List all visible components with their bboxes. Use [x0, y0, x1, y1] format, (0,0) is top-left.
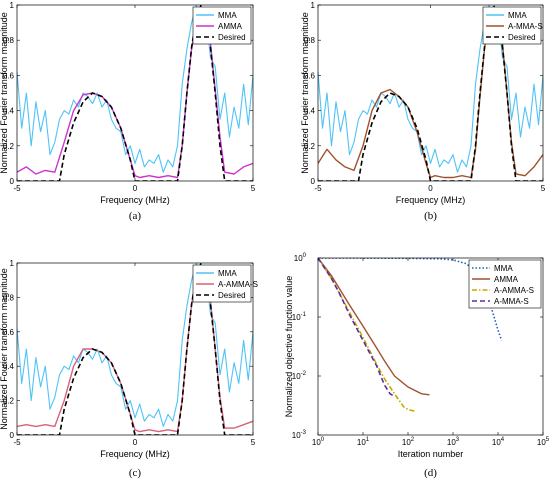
x-axis-label: Iteration number: [398, 449, 464, 459]
x-axis-label: Frequency (MHz): [100, 195, 170, 205]
series-group: [318, 258, 503, 413]
y-tick-label: 0.6: [3, 71, 15, 80]
legend-entry: AMMA: [494, 275, 519, 284]
legend-entry: Desired: [508, 33, 536, 42]
y-tick-label: 1: [10, 1, 15, 10]
y-tick-label: 1: [10, 259, 15, 268]
y-tick-label: 0.6: [3, 328, 15, 337]
y-tick-label: 100: [294, 253, 307, 263]
x-tick-label: -5: [13, 438, 21, 447]
y-tick-label: 0.4: [3, 362, 15, 371]
legend-entry: AMMA: [218, 22, 243, 31]
series-line-desired: [318, 5, 543, 181]
legend-entry: MMA: [494, 264, 513, 273]
y-tick-label: 0.4: [3, 107, 15, 116]
legend: MMA AMMA A-AMMA-S A-MMA-S: [468, 259, 542, 309]
x-tick-label: 5: [251, 438, 256, 447]
y-axis-label: Normalized Fourier transform magnitude: [0, 268, 9, 430]
y-tick-label: 0.2: [304, 142, 316, 151]
y-tick-label: 0.6: [304, 71, 316, 80]
x-tick-label: 101: [357, 437, 370, 447]
x-tick-label: -5: [13, 184, 21, 193]
x-tick-label: 102: [402, 437, 415, 447]
plot-frame: [317, 257, 544, 436]
x-tick-label: -5: [314, 184, 322, 193]
y-tick-label: 0.4: [304, 107, 316, 116]
legend-entry: A-AMMA-S: [494, 286, 534, 295]
legend-entry: Desired: [218, 33, 246, 42]
series-line-desired: [17, 263, 253, 435]
legend-entry: A-MMA-S: [508, 22, 543, 31]
x-axis-label: Frequency (MHz): [100, 449, 170, 459]
series-group: [17, 5, 253, 181]
panel-caption: (b): [424, 210, 437, 222]
legend-entry: MMA: [218, 269, 237, 278]
x-tick-label: 0: [428, 184, 433, 193]
legend-entry: MMA: [218, 11, 237, 20]
x-tick-label: 105: [537, 437, 550, 447]
y-tick-label: 0.8: [3, 293, 15, 302]
y-tick-label: 0: [10, 431, 15, 440]
x-tick-label: 103: [447, 437, 460, 447]
legend-box: [468, 259, 542, 309]
y-tick-label: 10-3: [292, 430, 307, 440]
x-axis-label: Frequency (MHz): [396, 195, 466, 205]
y-tick-label: 0.8: [304, 36, 316, 45]
y-tick-label: 10-1: [292, 312, 307, 322]
legend-entry: Desired: [218, 291, 246, 300]
y-tick-label: 0.2: [3, 397, 15, 406]
y-tick-label: 1: [311, 1, 316, 10]
panel-caption: (d): [424, 467, 437, 479]
legend: MMA AMMA Desired: [192, 6, 252, 45]
y-tick-label: 0.8: [3, 36, 15, 45]
y-axis-label: Normalized objective function value: [284, 276, 294, 418]
series-line-mma: [318, 5, 543, 173]
legend-entry: A-MMA-S: [494, 297, 529, 306]
series-line-a-mma-s: [318, 258, 395, 398]
series-line-mma: [318, 258, 503, 341]
legend-entry: A-AMMA-S: [218, 280, 258, 289]
x-tick-label: 5: [541, 184, 546, 193]
x-tick-label: 104: [492, 437, 505, 447]
y-tick-label: 0.2: [3, 142, 15, 151]
panel-caption: (c): [129, 467, 142, 479]
series-line-amma: [318, 258, 430, 396]
y-tick-label: 10-2: [292, 371, 307, 381]
chart-panel-4: 100 101 102 103 104 105 10-3 10-2 10-1 100 Iterati…: [284, 253, 550, 479]
y-tick-label: 0: [10, 177, 15, 186]
x-tick-label: 5: [251, 184, 256, 193]
x-tick-label: 100: [312, 437, 325, 447]
y-tick-label: 0: [311, 177, 316, 186]
series-group: [17, 263, 253, 435]
x-tick-label: 0: [133, 184, 138, 193]
x-tick-label: 0: [133, 438, 138, 447]
series-line-mma: [17, 5, 253, 173]
y-axis-label: Normalized Fourier transform magnitude: [0, 12, 9, 174]
legend-entry: MMA: [508, 11, 527, 20]
series-group: [318, 5, 543, 181]
series-line-mma: [17, 263, 253, 427]
panel-caption: (a): [129, 210, 142, 222]
legend: MMA A-MMA-S Desired: [482, 6, 543, 45]
y-axis-label: Normalized Fourier transform magnitude: [300, 12, 310, 174]
legend: MMA A-AMMA-S Desired: [192, 264, 258, 303]
